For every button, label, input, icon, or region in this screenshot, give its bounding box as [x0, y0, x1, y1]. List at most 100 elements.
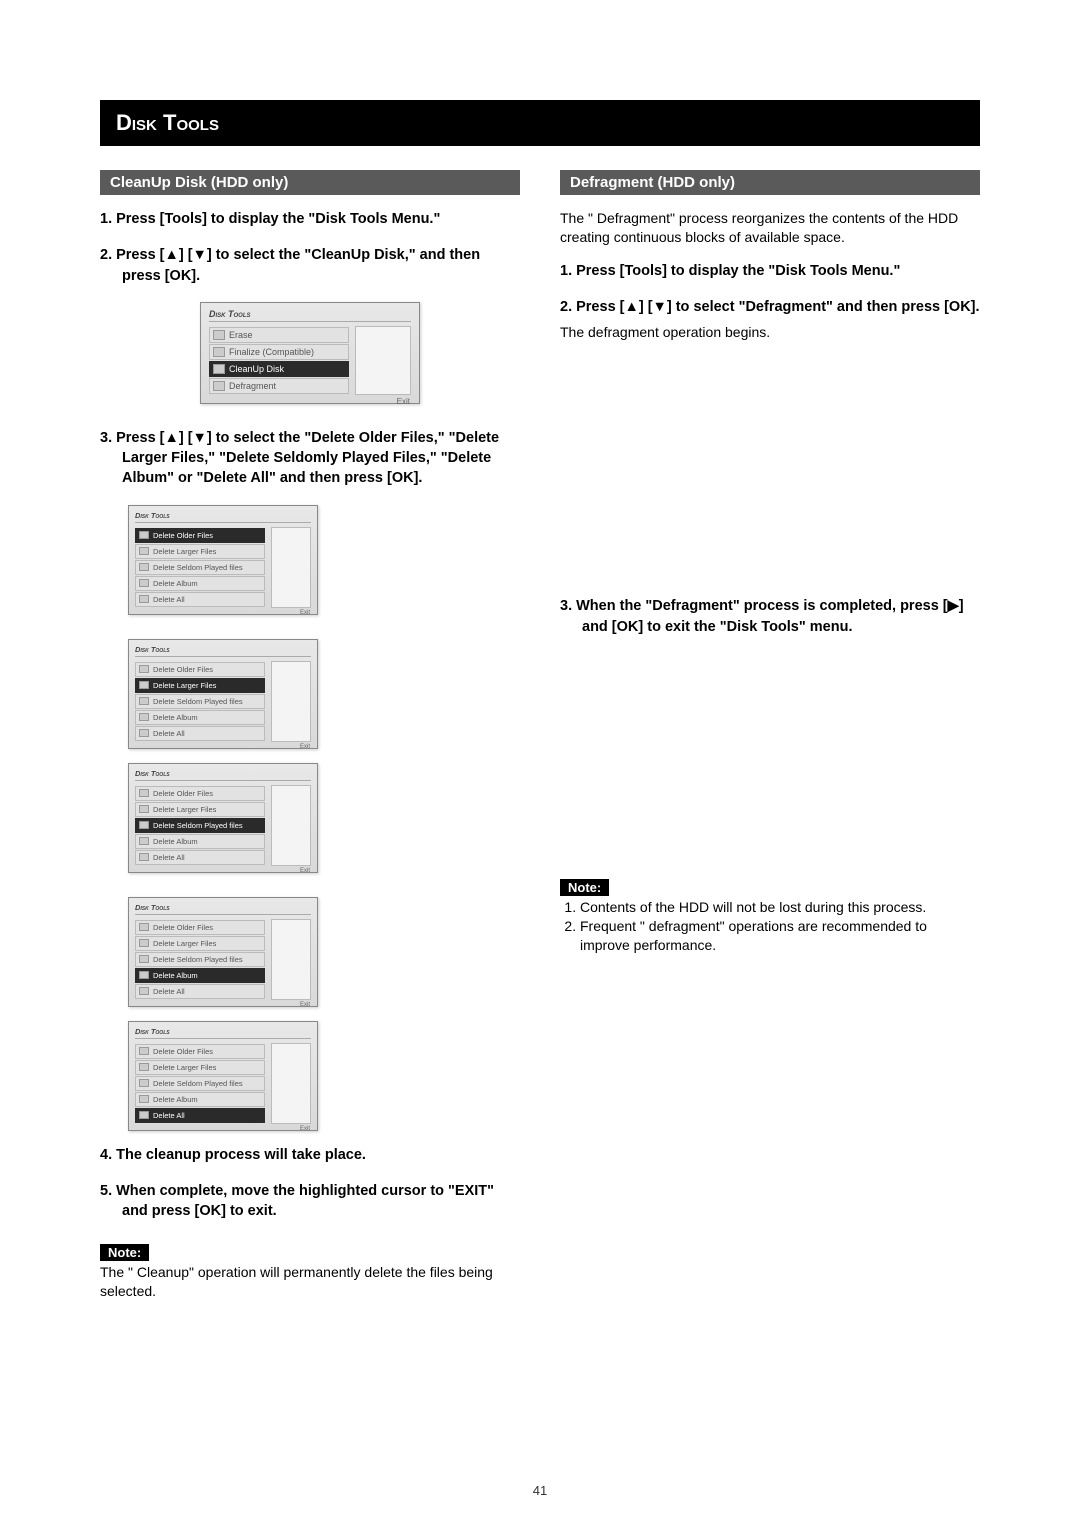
- cleanup-menu-item[interactable]: Delete All: [135, 726, 265, 741]
- cleanup-item-label: Delete Seldom Played files: [153, 821, 243, 830]
- cleanup-popup: Disk Tools Delete Older Files Delete Large…: [128, 763, 318, 873]
- cleanup-item-label: Delete Album: [153, 713, 198, 722]
- menu-item-cleanup[interactable]: CleanUp Disk: [209, 361, 349, 377]
- cleanup-item-icon: [139, 923, 149, 931]
- cleanup-item-icon: [139, 971, 149, 979]
- cleanup-item-icon: [139, 547, 149, 555]
- cleanup-preview-pane: Exit: [271, 785, 311, 866]
- cleanup-menu-item[interactable]: Delete Older Files: [135, 528, 265, 543]
- left-step-1: 1. Press [Tools] to display the "Disk To…: [100, 209, 520, 229]
- cleanup-menu-item[interactable]: Delete All: [135, 592, 265, 607]
- cleanup-menu-item[interactable]: Delete Larger Files: [135, 544, 265, 559]
- cleanup-item-label: Delete Seldom Played files: [153, 563, 243, 572]
- cleanup-item-icon: [139, 1079, 149, 1087]
- cleanup-menu-item[interactable]: Delete Seldom Played files: [135, 818, 265, 833]
- right-step-3: 3. When the "Defragment" process is comp…: [560, 596, 980, 637]
- cleanup-menu-list: Delete Older Files Delete Larger Files Del…: [135, 527, 265, 608]
- cleanup-popup-title: Disk Tools: [135, 1027, 311, 1039]
- cleanup-item-icon: [139, 579, 149, 587]
- cleanup-preview-pane: Exit: [271, 661, 311, 742]
- erase-icon: [213, 330, 225, 340]
- menu-item-label: Defragment: [229, 381, 276, 391]
- cleanup-menu-item[interactable]: Delete Older Files: [135, 786, 265, 801]
- exit-label[interactable]: Exit: [300, 868, 310, 874]
- cleanup-menu-list: Delete Older FilesDelete Larger FilesDel…: [135, 1043, 265, 1124]
- cleanup-popup-title: Disk Tools: [135, 769, 311, 781]
- exit-label[interactable]: Exit: [300, 1126, 310, 1132]
- left-step-5: 5. When complete, move the highlighted c…: [100, 1181, 520, 1222]
- cleanup-item-icon: [139, 713, 149, 721]
- cleanup-menu-item[interactable]: Delete Seldom Played files: [135, 694, 265, 709]
- cleanup-item-label: Delete Older Files: [153, 789, 213, 798]
- disk-tools-menu-list: Erase Finalize (Compatible) CleanUp Disk…: [209, 326, 349, 395]
- menu-item-label: CleanUp Disk: [229, 364, 284, 374]
- cleanup-preview-pane: Exit: [271, 919, 311, 1000]
- cleanup-menu-item[interactable]: Delete Album: [135, 968, 265, 983]
- cleanup-menu-item[interactable]: Delete Larger Files: [135, 936, 265, 951]
- cleanup-menu-item[interactable]: Delete Seldom Played files: [135, 560, 265, 575]
- cleanup-menu-item[interactable]: Delete Older Files: [135, 662, 265, 677]
- cleanup-item-label: Delete Album: [153, 1095, 198, 1104]
- cleanup-item-label: Delete Seldom Played files: [153, 955, 243, 964]
- cleanup-menu-item[interactable]: Delete Larger Files: [135, 1060, 265, 1075]
- cleanup-item-label: Delete Older Files: [153, 531, 213, 540]
- exit-label[interactable]: Exit: [397, 397, 410, 406]
- left-steps-cont: 3. Press [▲] [▼] to select the "Delete O…: [100, 428, 520, 489]
- cleanup-menu-item[interactable]: Delete Larger Files: [135, 802, 265, 817]
- cleanup-menu-item[interactable]: Delete All: [135, 850, 265, 865]
- cleanup-item-label: Delete Larger Files: [153, 547, 216, 556]
- finalize-icon: [213, 347, 225, 357]
- exit-label[interactable]: Exit: [300, 1002, 310, 1008]
- menu-item-erase[interactable]: Erase: [209, 327, 349, 343]
- cleanup-menu-item[interactable]: Delete Album: [135, 1092, 265, 1107]
- cleanup-item-label: Delete Album: [153, 579, 198, 588]
- menu-item-finalize[interactable]: Finalize (Compatible): [209, 344, 349, 360]
- cleanup-menu-item[interactable]: Delete Older Files: [135, 920, 265, 935]
- cleanup-item-icon: [139, 1111, 149, 1119]
- main-columns: CleanUp Disk (HDD only) 1. Press [Tools]…: [100, 170, 980, 1310]
- cleanup-menu-item[interactable]: Delete Seldom Played files: [135, 1076, 265, 1091]
- cleanup-menu-item[interactable]: Delete Album: [135, 710, 265, 725]
- cleanup-menu-item[interactable]: Delete Seldom Played files: [135, 952, 265, 967]
- disk-tools-popup: Disk Tools Erase Finalize (Compatible) C…: [200, 302, 420, 404]
- exit-label[interactable]: Exit: [300, 610, 310, 616]
- cleanup-item-label: Delete All: [153, 853, 185, 862]
- cleanup-menu-item[interactable]: Delete Album: [135, 834, 265, 849]
- right-note-item-1: Contents of the HDD will not be lost dur…: [580, 898, 980, 917]
- cleanup-item-label: Delete Older Files: [153, 1047, 213, 1056]
- cleanup-item-label: Delete Older Files: [153, 923, 213, 932]
- cleanup-item-label: Delete Album: [153, 971, 198, 980]
- cleanup-popup: Disk Tools Delete Older Files Delete Large…: [128, 1021, 318, 1131]
- left-step-3: 3. Press [▲] [▼] to select the "Delete O…: [100, 428, 520, 489]
- cleanup-menu-list: Delete Older Files Delete Larger Files Del…: [135, 919, 265, 1000]
- right-note-list: Contents of the HDD will not be lost dur…: [560, 898, 980, 955]
- left-step-4: 4. The cleanup process will take place.: [100, 1145, 520, 1165]
- cleanup-menu-item[interactable]: Delete Album: [135, 576, 265, 591]
- cleanup-item-label: Delete Larger Files: [153, 939, 216, 948]
- cleanup-item-icon: [139, 531, 149, 539]
- spacer: [560, 356, 980, 596]
- cleanup-menu-item[interactable]: Delete Larger Files: [135, 678, 265, 693]
- cleanup-popup-title: Disk Tools: [135, 645, 311, 657]
- cleanup-menu-item[interactable]: Delete All: [135, 984, 265, 999]
- cleanup-item-icon: [139, 563, 149, 571]
- cleanup-item-icon: [139, 789, 149, 797]
- cleanup-item-icon: [139, 1063, 149, 1071]
- cleanup-menu-item[interactable]: Delete Older Files: [135, 1044, 265, 1059]
- cleanup-popup-title: Disk Tools: [135, 903, 311, 915]
- right-column: Defragment (HDD only) The " Defragment" …: [560, 170, 980, 1310]
- menu-item-defragment[interactable]: Defragment: [209, 378, 349, 394]
- left-column: CleanUp Disk (HDD only) 1. Press [Tools]…: [100, 170, 520, 1310]
- cleanup-popup-row-2: Disk Tools Delete Older Files Delete Large…: [128, 763, 520, 1007]
- cleanup-item-icon: [139, 1095, 149, 1103]
- right-steps-cont: 3. When the "Defragment" process is comp…: [560, 596, 980, 637]
- menu-item-label: Finalize (Compatible): [229, 347, 314, 357]
- cleanup-item-icon: [139, 987, 149, 995]
- cleanup-menu-item[interactable]: Delete All: [135, 1108, 265, 1123]
- left-steps-end: 4. The cleanup process will take place. …: [100, 1145, 520, 1222]
- cleanup-item-icon: [139, 697, 149, 705]
- right-section-header: Defragment (HDD only): [560, 170, 980, 195]
- cleanup-popup-title: Disk Tools: [135, 511, 311, 523]
- exit-label[interactable]: Exit: [300, 744, 310, 750]
- cleanup-item-icon: [139, 665, 149, 673]
